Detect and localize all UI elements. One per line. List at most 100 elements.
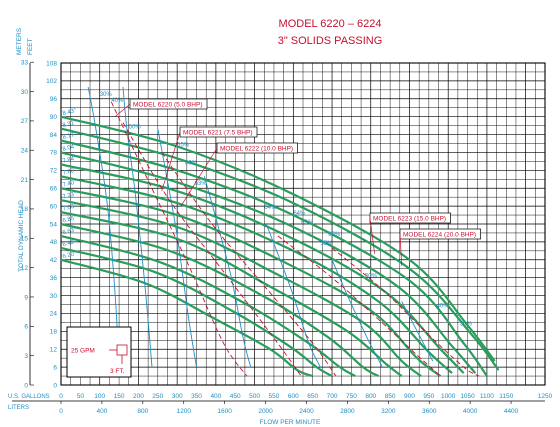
x-tick-label-gallons: 900 [404,393,415,400]
y-tick-label-feet: 72 [50,168,58,175]
head-curve-3 [60,139,488,377]
y-tick-label-meters: 33 [21,60,29,67]
overlays [87,86,480,377]
x-tick-label-gallons: 400 [210,393,221,400]
x-tick-label-gallons: 800 [365,393,376,400]
y-tick-label-meters: 12 [21,265,29,272]
efficiency-line [157,128,197,368]
x-tick-label-gallons: 1000 [441,393,456,400]
x-tick-label-gallons: 350 [191,393,202,400]
x-tick-label-gallons: 100 [94,393,105,400]
efficiency-label: 64% [264,205,277,211]
y-tick-label-feet: 6 [53,364,57,371]
x-tick-label-gallons: 300 [172,393,183,400]
bhp-line [277,235,441,377]
y-tick-label-feet: 36 [50,275,58,282]
head-curve-6 [60,175,453,374]
bhp-line [161,152,337,377]
x-tick-label-gallons: 150 [114,393,125,400]
y-tick-label-meters: 21 [21,177,29,184]
x-tick-label-gallons: 600 [288,393,299,400]
efficiency-line [87,86,120,368]
x-tick-label-gallons: 1050 [460,393,475,400]
head-curve-4 [60,151,477,374]
x-tick-label-gallons: 50 [77,393,85,400]
efficiency-label: 60% [185,160,198,166]
y-tick-label-meters: 6 [24,324,28,331]
y-tick-label-feet: 96 [50,96,58,103]
head-curve-10 [60,222,380,378]
model-leader-line [369,217,375,254]
x-tick-label-gallons: 1250 [538,393,553,400]
model-leader-line [399,233,403,266]
model-leader-line [114,103,131,117]
bhp-line [331,247,480,377]
y-tick-label-meters: 0 [24,382,28,389]
impeller-label: 7.84" [62,156,77,165]
y-tick-label-meters: 30 [21,89,29,96]
y-tick-label-feet: 48 [50,239,58,246]
efficiency-label: 64% [293,211,306,217]
chart-title: MODEL 6220 – 6224 [279,18,382,30]
y-tick-label-feet: 54 [50,221,58,228]
y-axis-title: TOTAL DYNAMIC HEAD [18,200,25,272]
impeller-label: 7.60" [62,168,77,177]
bhp-line [110,101,248,377]
x-tick-label-liters: 800 [137,408,148,415]
head-curve-11 [60,234,356,378]
impeller-label: 7.03" [62,203,77,212]
y-tick-label-meters: 9 [24,294,28,301]
y-tick-label-meters: 15 [21,236,29,243]
head-curve-13 [60,258,314,378]
x-tick-label-gallons: 250 [152,393,163,400]
y-tick-label-feet: 108 [46,60,57,67]
efficiency-label: 55% [320,241,333,247]
x-tick-label-gallons: 450 [230,393,241,400]
x-tick-label-gallons: 500 [249,393,260,400]
y-tick-label-feet: 30 [50,293,58,300]
x-tick-label-gallons: 0 [59,393,63,400]
x-tick-label-gallons: 1150 [499,393,513,400]
x-tick-label-gallons: 950 [423,393,434,400]
y-tick-label-feet: 102 [46,78,57,85]
y-unit-feet: FEET [27,38,34,55]
y-tick-label-feet: 66 [50,186,58,193]
x-tick-label-gallons: 200 [133,393,144,400]
x-tick-label-liters: 1600 [217,408,232,415]
axes: 0612182430364248546066727884909610210803… [12,60,553,415]
efficiency-label: 30% [460,321,473,327]
scale-key-cell [116,344,128,356]
y-tick-label-feet: 84 [50,132,58,139]
efficiency-line [265,223,321,368]
labels: 8.43" 8.31" 8.17" 8.04" 7.84" 7.60" 7.40" 7.23"… [62,92,481,378]
head-curve-2 [60,127,500,371]
scale-key-flow-label: 25 GPM [71,348,95,355]
impeller-label: 6.42" [62,239,77,248]
efficiency-line [401,301,434,362]
impeller-label: 8.43" [62,108,77,117]
y-unit-meters: METERS [16,27,23,55]
x-unit-gallons: U.S. GALLONS [8,394,50,400]
chart-subtitle: 3" SOLIDS PASSING [278,35,383,47]
x-tick-label-liters: 400 [96,408,107,415]
efficiency-label: 50% [129,125,142,131]
y-tick-label-meters: 18 [21,206,29,213]
x-tick-label-liters: 4000 [463,408,478,415]
head-curve-8 [60,199,422,377]
impeller-label: 8.31" [62,120,77,129]
y-tick-label-feet: 0 [53,382,57,389]
impeller-label: 7.40" [62,179,77,188]
impeller-label: 6.85" [62,215,77,224]
x-tick-label-liters: 1200 [177,408,192,415]
efficiency-line [203,176,252,368]
efficiency-label: 40% [111,98,124,104]
efficiency-label: 60% [328,232,341,238]
impeller-label: 6.20" [62,251,77,260]
efficiency-label: 63% [301,220,314,226]
x-tick-label-liters: 2400 [299,408,314,415]
x-tick-label-liters: 4400 [504,408,519,415]
efficiency-label: 50% [365,274,378,280]
y-tick-label-feet: 60 [50,203,58,210]
y-tick-label-meters: 3 [24,353,28,360]
x-tick-label-liters: 3200 [381,408,396,415]
